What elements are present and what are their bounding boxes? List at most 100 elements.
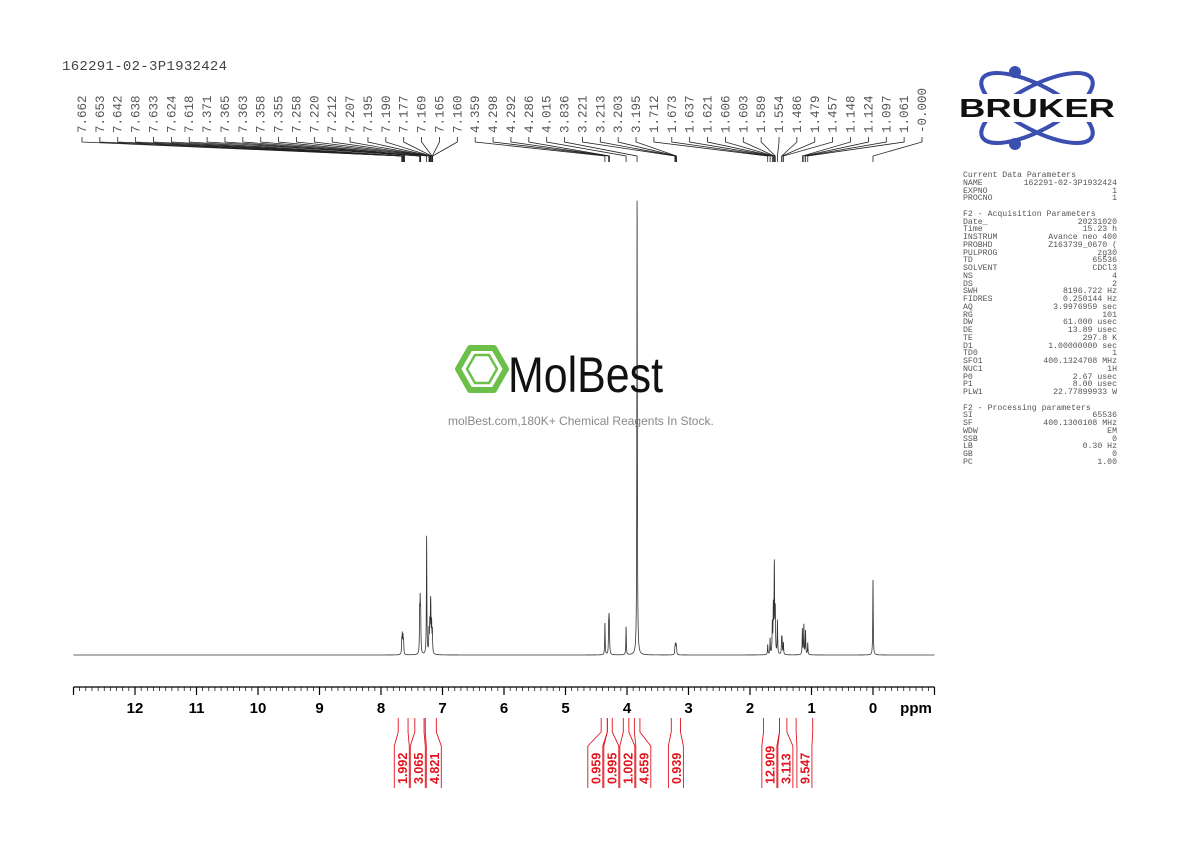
peak-label: 1.148 <box>845 95 859 133</box>
peak-label: 1.606 <box>719 95 733 133</box>
parameter-value: 0 <box>1112 434 1117 444</box>
integral-bracket <box>639 718 652 788</box>
parameter-row: TD0 1 <box>963 350 1117 358</box>
x-tick-label: 10 <box>250 700 267 717</box>
parameter-name: D1 <box>963 341 973 351</box>
x-tick-label: 0 <box>869 700 877 717</box>
parameter-name: EXPNO <box>963 186 988 196</box>
parameter-value: 2 <box>1112 279 1117 289</box>
parameter-value: 400.1324708 MHz <box>1043 357 1117 366</box>
peak-label: 7.177 <box>398 95 412 133</box>
peak-label-leader <box>782 137 834 162</box>
peak-label-leader <box>803 137 869 162</box>
parameter-value: 0 <box>1112 450 1117 459</box>
parameter-name: LB <box>963 442 973 452</box>
parameter-name: TD <box>963 256 973 266</box>
integral-bracket <box>435 718 442 788</box>
parameters-section-heading: F2 - Acquisition Parameters <box>963 209 1096 219</box>
x-tick-label: 5 <box>561 700 569 717</box>
molbest-tagline: molBest.com,180K+ Chemical Reagents In S… <box>448 414 714 428</box>
peak-label: 4.015 <box>541 95 555 133</box>
integral-value: 0.939 <box>670 753 684 784</box>
peak-label: 7.195 <box>362 95 376 133</box>
parameter-row: RG 101 <box>963 310 1117 320</box>
parameter-row: Date_ 20231020 <box>963 217 1117 227</box>
parameter-name: AQ <box>963 302 973 312</box>
peak-label: 7.638 <box>130 95 144 133</box>
parameter-value: 1 <box>1112 194 1117 204</box>
peak-label-leader <box>510 137 610 162</box>
x-tick-label: 8 <box>377 700 385 717</box>
parameter-name: Date_ <box>963 217 988 227</box>
peak-label-leader <box>653 137 769 162</box>
peak-label-leader <box>99 137 403 162</box>
peak-label-leader <box>432 137 458 162</box>
parameter-row: P1 8.00 usec <box>963 381 1117 389</box>
parameter-row: FIDRES 0.250144 Hz <box>963 296 1117 304</box>
parameter-name: NS <box>963 271 973 281</box>
peak-label-leader <box>278 137 422 162</box>
peak-label-leader <box>431 137 440 162</box>
parameter-row: LB 0.30 Hz <box>963 443 1117 451</box>
peak-label-leader <box>296 137 428 162</box>
integral-value: 4.659 <box>637 753 651 784</box>
peak-label-leader <box>805 137 887 162</box>
parameter-row: TE 297.8 K <box>963 334 1117 343</box>
integral-bracket <box>611 718 620 788</box>
integral-bracket <box>587 718 602 788</box>
parameter-name: PC <box>963 457 973 467</box>
parameter-name: P1 <box>963 380 973 390</box>
bruker-logo: BRUKER <box>957 66 1118 150</box>
parameter-row: NUC1 1H <box>963 365 1117 374</box>
x-tick-label: 1 <box>807 700 815 717</box>
peak-label-leader <box>689 137 773 162</box>
peak-label: -0.000 <box>916 88 930 133</box>
x-tick-label: 3 <box>684 700 692 717</box>
parameter-row: NAME 162291-02-3P1932424 <box>963 178 1117 188</box>
peak-label: 1.457 <box>827 95 841 133</box>
peak-label-leader <box>188 137 405 162</box>
peak-label: 7.624 <box>165 95 179 133</box>
parameter-value: 15.23 h <box>1082 225 1117 235</box>
integral-bracket <box>619 718 624 788</box>
parameter-row: DS 2 <box>963 279 1117 289</box>
peak-label-leader <box>385 137 432 162</box>
integral-bracket <box>603 718 608 788</box>
integral-value: 0.959 <box>589 753 603 784</box>
parameter-value: CDCl3 <box>1092 264 1117 273</box>
parameter-value: 2.67 usec <box>1072 372 1117 382</box>
peak-label: 7.662 <box>76 95 90 133</box>
parameter-value: 0.30 Hz <box>1082 442 1117 452</box>
x-axis: 12 11 10 9 8 7 6 5 4 3 2 1 0 ppm <box>72 686 936 717</box>
parameter-row: SWH 8196.722 Hz <box>963 288 1117 296</box>
parameter-row: DE 13.89 usec <box>963 327 1117 335</box>
parameter-name: SF <box>963 419 973 428</box>
peak-label: 3.221 <box>576 95 590 133</box>
parameter-value: 65536 <box>1092 411 1117 421</box>
parameter-row: SF 400.1300108 MHz <box>963 420 1117 428</box>
parameter-row: PROCNO 1 <box>963 195 1117 203</box>
peak-label-leader <box>582 137 676 162</box>
parameters-section-heading: Current Data Parameters <box>963 171 1077 180</box>
peak-label-leader <box>599 137 676 162</box>
peak-label: 7.160 <box>451 95 465 133</box>
parameter-row: P0 2.67 usec <box>963 372 1117 382</box>
integral-value: 1.992 <box>396 753 410 784</box>
acquisition-parameters-panel: Current Data Parameters NAME 162291-02-3P1… <box>963 172 1117 467</box>
parameter-name: SI <box>963 411 973 421</box>
parameter-value: 101 <box>1102 310 1117 320</box>
parameter-value: 13.89 usec <box>1067 326 1117 335</box>
integral-value: 0.995 <box>605 753 619 784</box>
peak-label: 1.621 <box>702 95 716 133</box>
parameter-value: 8196.722 Hz <box>1062 287 1117 297</box>
peak-label-leader <box>403 137 433 162</box>
integral-bracket <box>786 718 794 788</box>
parameter-name: NAME <box>963 178 983 188</box>
peak-label: 1.554 <box>773 95 787 133</box>
peak-label: 7.363 <box>237 95 251 133</box>
svg-text:MolBest: MolBest <box>508 347 663 402</box>
parameter-name: FIDRES <box>963 295 993 304</box>
peak-label-leader <box>313 137 430 162</box>
spectrum-trace <box>73 200 935 656</box>
peak-label-leader <box>617 137 677 162</box>
